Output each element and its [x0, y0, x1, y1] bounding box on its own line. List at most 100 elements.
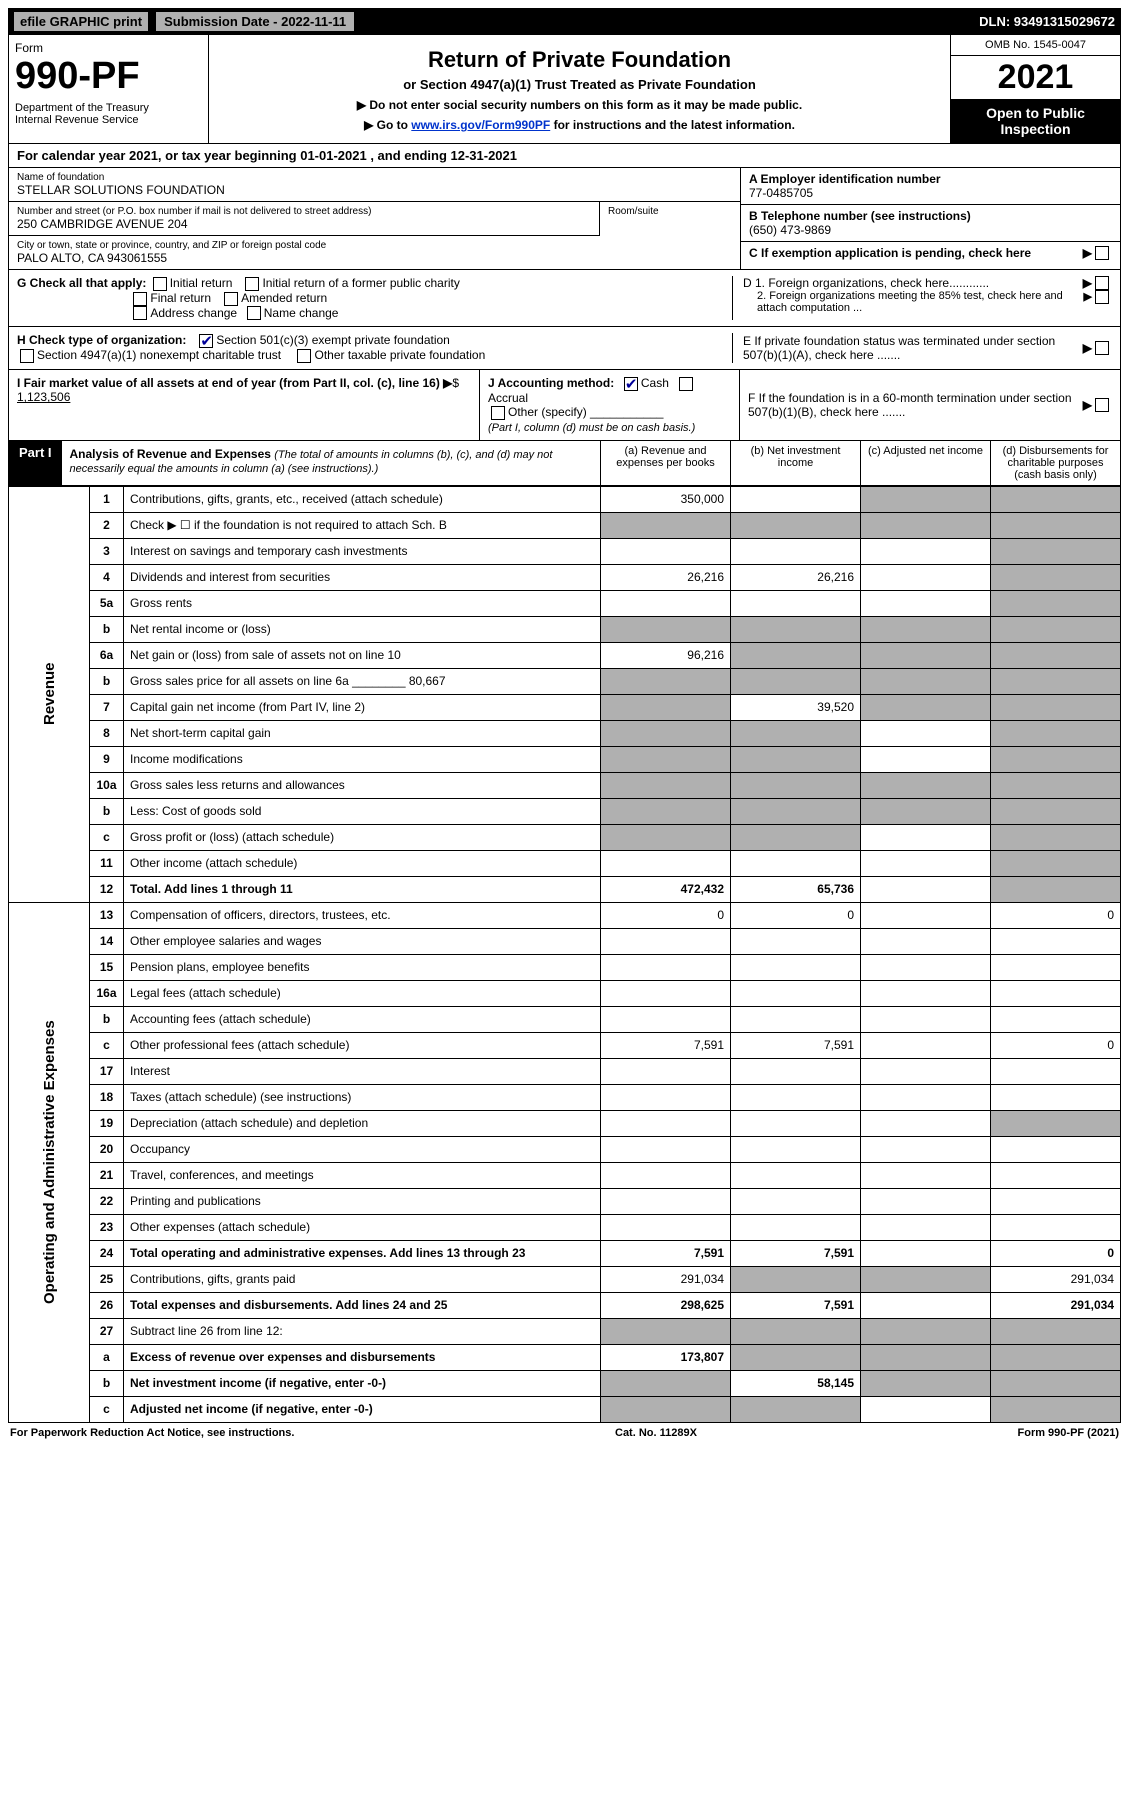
page-footer: For Paperwork Reduction Act Notice, see …: [8, 1423, 1121, 1443]
part1-title: Analysis of Revenue and Expenses: [70, 447, 271, 461]
name-label: Name of foundation: [17, 172, 732, 183]
table-row: 9 Income modifications: [9, 746, 1121, 772]
chk-name-change[interactable]: [247, 306, 261, 320]
row-description: Net rental income or (loss): [124, 616, 601, 642]
chk-initial-return[interactable]: [153, 277, 167, 291]
row-number: 9: [90, 746, 124, 772]
chk-other-method[interactable]: [491, 406, 505, 420]
header-left: Form 990-PF Department of the Treasury I…: [9, 35, 209, 143]
row-description: Gross sales less returns and allowances: [124, 772, 601, 798]
chk-amended[interactable]: [224, 292, 238, 306]
footer-right: Form 990-PF (2021): [1018, 1427, 1119, 1439]
chk-4947[interactable]: [20, 349, 34, 363]
row-description: Net short-term capital gain: [124, 720, 601, 746]
row-description: Net investment income (if negative, ente…: [124, 1370, 601, 1396]
row-description: Other professional fees (attach schedule…: [124, 1032, 601, 1058]
row-description: Compensation of officers, directors, tru…: [124, 902, 601, 928]
opt-other: Other taxable private foundation: [314, 348, 485, 362]
row-number: 13: [90, 902, 124, 928]
row-number: b: [90, 616, 124, 642]
irs-link[interactable]: www.irs.gov/Form990PF: [411, 118, 550, 132]
open-inspection: Open to Public Inspection: [951, 99, 1120, 143]
chk-d1[interactable]: [1095, 276, 1109, 290]
table-row: 25 Contributions, gifts, grants paid 291…: [9, 1266, 1121, 1292]
col-c-head: (c) Adjusted net income: [860, 441, 990, 485]
table-row: b Gross sales price for all assets on li…: [9, 668, 1121, 694]
row-number: 27: [90, 1318, 124, 1344]
form-subtitle: or Section 4947(a)(1) Trust Treated as P…: [239, 77, 920, 92]
chk-cash[interactable]: [624, 377, 638, 391]
row-number: 5a: [90, 590, 124, 616]
chk-accrual[interactable]: [679, 377, 693, 391]
row-number: 6a: [90, 642, 124, 668]
row-number: c: [90, 1032, 124, 1058]
instr-2-pre: ▶ Go to: [364, 118, 411, 132]
f-label: F If the foundation is in a 60-month ter…: [748, 391, 1083, 419]
chk-other-taxable[interactable]: [297, 349, 311, 363]
part1-table: Revenue 1 Contributions, gifts, grants, …: [8, 486, 1121, 1423]
row-description: Interest on savings and temporary cash i…: [124, 538, 601, 564]
table-row: b Less: Cost of goods sold: [9, 798, 1121, 824]
table-row: Revenue 1 Contributions, gifts, grants, …: [9, 486, 1121, 512]
efile-label[interactable]: efile GRAPHIC print: [14, 12, 148, 31]
top-bar: efile GRAPHIC print Submission Date - 20…: [8, 8, 1121, 35]
row-number: 1: [90, 486, 124, 512]
row-description: Pension plans, employee benefits: [124, 954, 601, 980]
arrow-icon: ▶: [1083, 341, 1092, 355]
row-number: 2: [90, 512, 124, 538]
arrow-icon: ▶: [1084, 290, 1092, 314]
row-number: 26: [90, 1292, 124, 1318]
col-a-head: (a) Revenue and expenses per books: [600, 441, 730, 485]
table-row: 11 Other income (attach schedule): [9, 850, 1121, 876]
opt-501c3: Section 501(c)(3) exempt private foundat…: [216, 333, 449, 347]
checkbox-c[interactable]: [1095, 246, 1109, 260]
col-b-head: (b) Net investment income: [730, 441, 860, 485]
row-number: 23: [90, 1214, 124, 1240]
table-row: 16a Legal fees (attach schedule): [9, 980, 1121, 1006]
table-row: 24 Total operating and administrative ex…: [9, 1240, 1121, 1266]
chk-501c3[interactable]: [199, 334, 213, 348]
d1-label: D 1. Foreign organizations, check here..…: [743, 276, 1083, 290]
row-number: c: [90, 1396, 124, 1422]
chk-e[interactable]: [1095, 341, 1109, 355]
part1-header-row: Part I Analysis of Revenue and Expenses …: [8, 441, 1121, 486]
street-address: 250 CAMBRIDGE AVENUE 204: [17, 217, 591, 231]
row-description: Interest: [124, 1058, 601, 1084]
table-row: a Excess of revenue over expenses and di…: [9, 1344, 1121, 1370]
opt-accrual: Accrual: [488, 391, 528, 405]
row-description: Occupancy: [124, 1136, 601, 1162]
table-row: 22 Printing and publications: [9, 1188, 1121, 1214]
omb-label: OMB No. 1545-0047: [951, 35, 1120, 56]
h-label: H Check type of organization:: [17, 333, 186, 347]
chk-address-change[interactable]: [133, 306, 147, 320]
table-row: 27 Subtract line 26 from line 12:: [9, 1318, 1121, 1344]
chk-f[interactable]: [1095, 398, 1109, 412]
d2-label: 2. Foreign organizations meeting the 85%…: [743, 290, 1084, 314]
row-description: Income modifications: [124, 746, 601, 772]
opt-amended: Amended return: [241, 291, 327, 305]
table-row: 6a Net gain or (loss) from sale of asset…: [9, 642, 1121, 668]
dept-label: Department of the Treasury Internal Reve…: [15, 102, 202, 126]
chk-d2[interactable]: [1095, 290, 1109, 304]
section-c-label: C If exemption application is pending, c…: [749, 246, 1083, 260]
row-description: Dividends and interest from securities: [124, 564, 601, 590]
row-number: 22: [90, 1188, 124, 1214]
addr-label: Number and street (or P.O. box number if…: [17, 206, 591, 217]
e-label: E If private foundation status was termi…: [743, 334, 1083, 362]
row-number: 17: [90, 1058, 124, 1084]
row-description: Subtract line 26 from line 12:: [124, 1318, 601, 1344]
chk-final-return[interactable]: [133, 292, 147, 306]
row-description: Capital gain net income (from Part IV, l…: [124, 694, 601, 720]
table-row: 17 Interest: [9, 1058, 1121, 1084]
chk-initial-former[interactable]: [245, 277, 259, 291]
dln-label: DLN: 93491315029672: [979, 14, 1115, 29]
section-ijf-row: I Fair market value of all assets at end…: [8, 370, 1121, 441]
table-row: 18 Taxes (attach schedule) (see instruct…: [9, 1084, 1121, 1110]
row-description: Accounting fees (attach schedule): [124, 1006, 601, 1032]
table-row: 7 Capital gain net income (from Part IV,…: [9, 694, 1121, 720]
row-number: b: [90, 668, 124, 694]
opt-initial-return: Initial return: [170, 276, 233, 290]
table-row: b Net rental income or (loss): [9, 616, 1121, 642]
table-row: c Adjusted net income (if negative, ente…: [9, 1396, 1121, 1422]
row-description: Other employee salaries and wages: [124, 928, 601, 954]
